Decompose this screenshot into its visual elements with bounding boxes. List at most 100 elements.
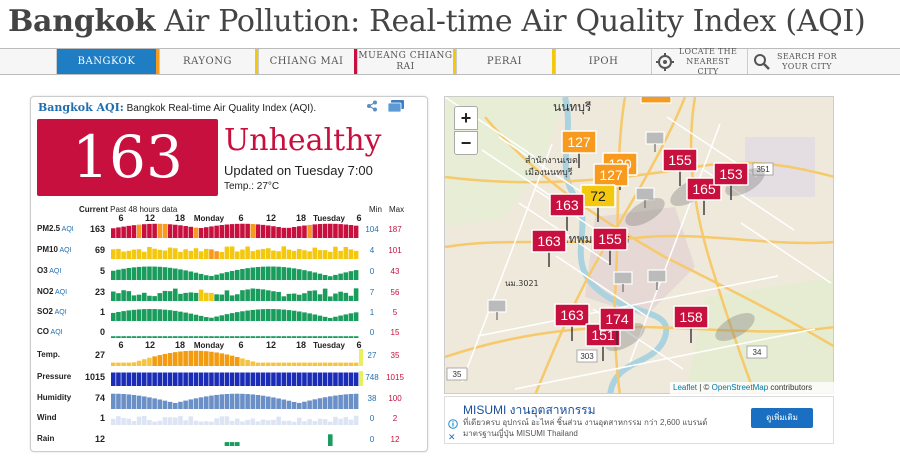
station-marker[interactable]: 155 [592, 227, 628, 265]
pollution-plume [715, 313, 755, 341]
zoom-in-button[interactable]: + [454, 106, 478, 130]
nav-item-mueang-chiang-rai[interactable]: Mueang Chiang Rai [357, 49, 453, 74]
history-bar [286, 249, 292, 259]
history-bar [173, 336, 178, 338]
map-canvas[interactable]: 351 303 34 35 นนทบุรีสำนักงานเขตเมืองนนทบุรี… [445, 97, 834, 394]
leaflet-link[interactable]: Leaflet [673, 383, 698, 392]
time-axis-label: Monday [194, 341, 225, 350]
station-marker[interactable]: 174 [599, 307, 635, 345]
history-bar [173, 248, 178, 259]
nav-item-rayong[interactable]: Rayong [159, 49, 255, 74]
road-shield [746, 345, 768, 359]
row-label-rain: Rain [37, 434, 55, 443]
map-place-label: นนทบุรี [553, 100, 592, 115]
history-bar [116, 311, 121, 321]
ad-cta-button[interactable]: ดูเพิ่มเติม [751, 408, 813, 428]
station-marker[interactable]: 163 [549, 193, 585, 231]
history-bar [131, 267, 137, 280]
road-shield [752, 162, 774, 176]
history-bar [266, 336, 271, 338]
station-marker[interactable]: 153 [713, 162, 749, 200]
ad-info-icon[interactable] [448, 419, 458, 429]
history-bar [162, 400, 168, 409]
history-bar [312, 314, 318, 321]
max-header: Max [389, 205, 405, 214]
ad-close-icon[interactable]: ✕ [448, 432, 456, 442]
history-bar [188, 350, 194, 366]
history-bar [209, 351, 214, 366]
history-bar [291, 336, 297, 338]
history-bar [240, 372, 245, 386]
search-city-button[interactable]: Search for your city [747, 49, 849, 74]
history-bar [328, 336, 333, 338]
row-label-pressure: Pressure [37, 372, 72, 381]
history-bar [142, 292, 147, 301]
history-bar [343, 224, 349, 238]
history-bar [147, 309, 152, 321]
history-bar [260, 224, 266, 238]
station-marker[interactable]: 127 [593, 163, 629, 201]
zoom-out-button[interactable]: − [454, 131, 478, 155]
nav-item-perai[interactable]: Perai [456, 49, 552, 74]
history-bar [307, 362, 312, 366]
history-bar [338, 394, 343, 409]
ad-title[interactable]: MISUMI งานอุตสาหกรรม [463, 403, 596, 417]
ad-banner[interactable]: ✕ MISUMI งานอุตสาหกรรม ที่เดียวครบ อุปกร… [444, 396, 834, 444]
history-bar [240, 336, 245, 338]
history-bar [271, 266, 276, 280]
history-bar [224, 372, 230, 386]
history-bar [286, 267, 292, 280]
station-marker[interactable]: 155 [662, 148, 698, 186]
row-max-value: 1015 [386, 373, 404, 382]
history-bar [240, 393, 245, 409]
history-bar [338, 372, 343, 386]
nav-item-ipoh[interactable]: Ipoh [555, 49, 651, 74]
history-bar [157, 399, 163, 409]
history-bar [348, 249, 354, 259]
history-bar [240, 421, 245, 425]
history-bar [291, 372, 297, 386]
row-max-value: 187 [388, 225, 402, 234]
history-bar [142, 309, 147, 321]
history-bar [178, 251, 183, 259]
history-bar [116, 372, 121, 386]
history-bar [255, 224, 261, 238]
history-bar [214, 394, 219, 409]
history-bar [173, 372, 178, 386]
station-marker[interactable]: 127 [561, 130, 597, 168]
station-marker[interactable]: 163 [531, 229, 567, 267]
map-road [484, 116, 833, 348]
history-bar [266, 290, 271, 301]
history-bar [167, 224, 173, 238]
history-bar [214, 316, 219, 321]
history-bar [183, 420, 188, 425]
nav-aqi-indicator [255, 49, 258, 74]
history-bar [229, 295, 235, 301]
history-bar [338, 273, 343, 280]
history-bar [209, 275, 214, 280]
time-axis-label: Monday [194, 214, 225, 223]
locate-nearest-city-button[interactable]: Locate the nearest city [651, 47, 747, 76]
share-icon[interactable] [366, 100, 378, 112]
station-marker[interactable]: 72 [580, 184, 616, 222]
osm-link[interactable]: OpenStreetMap [711, 383, 769, 392]
station-marker-value: 163 [560, 307, 584, 323]
station-marker[interactable]: 163 [554, 303, 590, 341]
station-marker[interactable]: 165 [686, 177, 722, 215]
time-axis-label: 6 [356, 340, 361, 350]
nav-item-chiang-mai[interactable]: Chiang Mai [258, 49, 354, 74]
card-subtitle: Bangkok Real-time Air Quality Index (AQI… [126, 103, 317, 114]
history-bar [219, 416, 225, 425]
history-bar [183, 351, 188, 366]
aqi-map[interactable]: 351 303 34 35 นนทบุรี สำนักงานเขต เมืองนนทบุรี… [444, 96, 834, 394]
history-bar [198, 251, 204, 259]
history-bar [266, 248, 271, 259]
history-bar [126, 372, 132, 386]
station-marker[interactable]: 158 [673, 305, 709, 343]
aqi-status: Unhealthy [224, 123, 382, 158]
widget-icon[interactable] [387, 99, 405, 113]
nav-item-bangkok[interactable]: Bangkok [56, 49, 156, 74]
history-bar [147, 372, 152, 386]
history-bar [121, 290, 126, 301]
row-min-value: 0 [369, 267, 375, 276]
